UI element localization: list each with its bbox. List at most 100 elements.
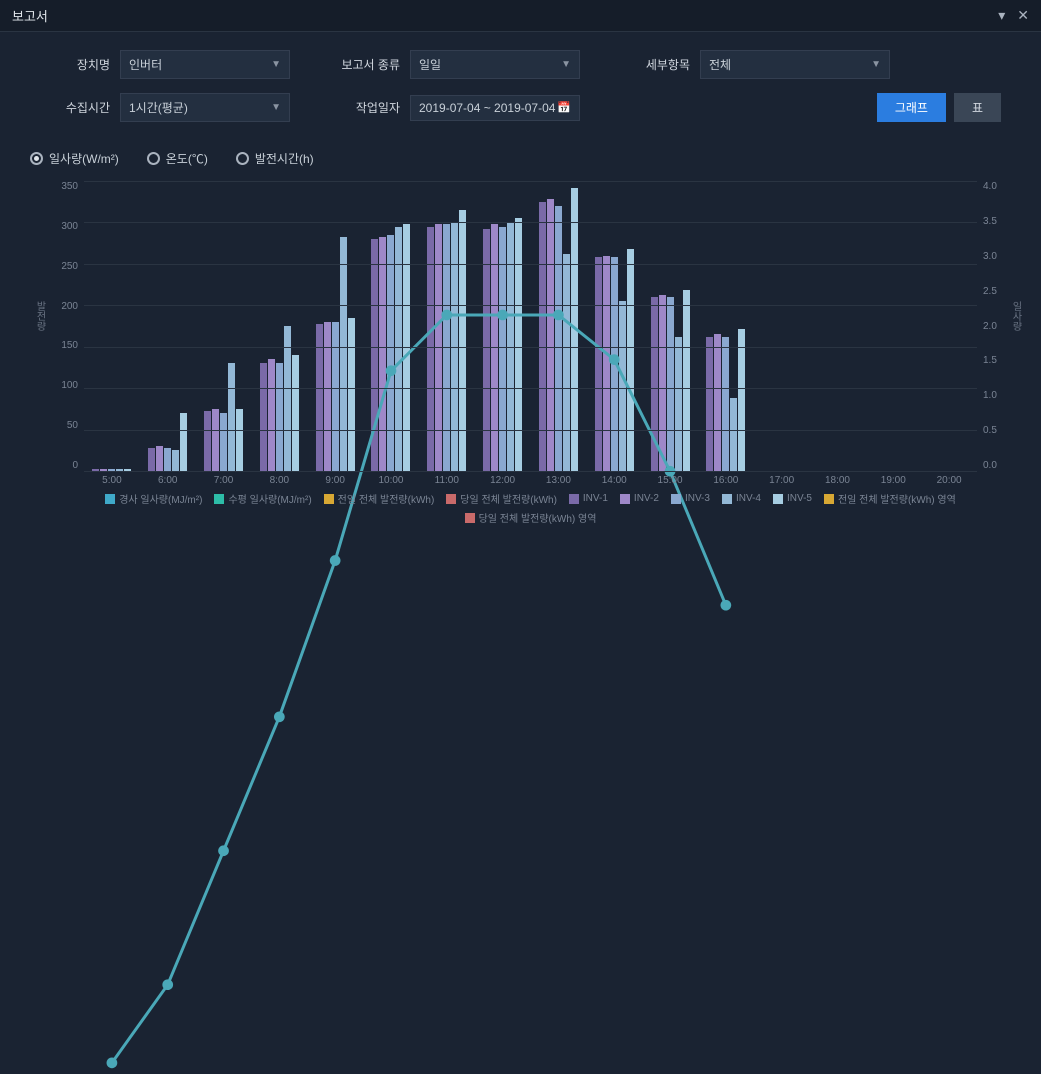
legend-swatch bbox=[671, 494, 681, 504]
report-type-select[interactable]: 일일 ▼ bbox=[410, 50, 580, 79]
hour-slot bbox=[196, 181, 252, 471]
legend-item[interactable]: 경사 일사량(MJ/m²) bbox=[105, 491, 202, 506]
report-type-select-value: 일일 bbox=[419, 56, 441, 73]
minimize-icon[interactable]: ▾ bbox=[998, 7, 1005, 24]
legend-label: INV-3 bbox=[685, 493, 710, 504]
x-tick: 7:00 bbox=[196, 475, 252, 491]
legend-label: INV-4 bbox=[736, 493, 761, 504]
legend-item[interactable]: 전일 전체 발전량(kWh) 영역 bbox=[824, 491, 956, 506]
x-tick: 11:00 bbox=[419, 475, 475, 491]
radio-option[interactable]: 온도(℃) bbox=[147, 150, 208, 167]
legend-swatch bbox=[214, 494, 224, 504]
device-select-value: 인버터 bbox=[129, 56, 162, 73]
radio-group: 일사량(W/m²) 온도(℃) 발전시간(h) bbox=[0, 146, 1041, 175]
workdate-value: 2019-07-04 ~ 2019-07-04 bbox=[419, 101, 555, 115]
bar bbox=[571, 188, 578, 471]
bar bbox=[379, 237, 386, 471]
device-select[interactable]: 인버터 ▼ bbox=[120, 50, 290, 79]
close-icon[interactable]: ✕ bbox=[1017, 7, 1029, 24]
detail-select[interactable]: 전체 ▼ bbox=[700, 50, 890, 79]
line-marker bbox=[218, 845, 229, 856]
x-tick: 20:00 bbox=[921, 475, 977, 491]
filter-report-type: 보고서 종류 일일 ▼ bbox=[330, 50, 580, 79]
x-tick: 10:00 bbox=[363, 475, 419, 491]
bar bbox=[387, 235, 394, 471]
x-tick: 19:00 bbox=[865, 475, 921, 491]
gridline bbox=[84, 181, 977, 182]
hour-slot bbox=[251, 181, 307, 471]
bar bbox=[228, 363, 235, 471]
y-right-tick: 0.5 bbox=[983, 425, 1007, 436]
legend-swatch bbox=[446, 494, 456, 504]
x-tick: 14:00 bbox=[586, 475, 642, 491]
bar bbox=[220, 413, 227, 471]
legend-item[interactable]: INV-1 bbox=[569, 491, 608, 506]
x-tick: 12:00 bbox=[475, 475, 531, 491]
x-tick: 15:00 bbox=[642, 475, 698, 491]
x-tick: 18:00 bbox=[810, 475, 866, 491]
gridline bbox=[84, 430, 977, 431]
bar bbox=[722, 337, 729, 471]
legend-label: INV-5 bbox=[787, 493, 812, 504]
bar bbox=[236, 409, 243, 471]
filter-interval-label: 수집시간 bbox=[40, 99, 110, 116]
radio-option[interactable]: 일사량(W/m²) bbox=[30, 150, 119, 167]
bar bbox=[659, 295, 666, 471]
bar bbox=[284, 326, 291, 471]
filter-device-label: 장치명 bbox=[40, 56, 110, 73]
legend-label: 당일 전체 발전량(kWh) bbox=[460, 491, 557, 506]
legend-item[interactable]: INV-3 bbox=[671, 491, 710, 506]
legend-label: 전일 전체 발전량(kWh) bbox=[338, 491, 435, 506]
hour-slot bbox=[754, 181, 810, 471]
bar bbox=[714, 334, 721, 471]
bar bbox=[268, 359, 275, 471]
legend-item[interactable]: INV-2 bbox=[620, 491, 659, 506]
bar bbox=[164, 448, 171, 471]
interval-select[interactable]: 1시간(평균) ▼ bbox=[120, 93, 290, 122]
radio-label: 일사량(W/m²) bbox=[49, 150, 119, 167]
bar bbox=[539, 202, 546, 471]
gridline bbox=[84, 388, 977, 389]
legend-item[interactable]: INV-5 bbox=[773, 491, 812, 506]
filter-report-type-label: 보고서 종류 bbox=[330, 56, 400, 73]
bar bbox=[148, 448, 155, 471]
interval-select-value: 1시간(평균) bbox=[129, 99, 188, 116]
legend-item[interactable]: 당일 전체 발전량(kWh) bbox=[446, 491, 557, 506]
y-right-tick: 1.0 bbox=[983, 390, 1007, 401]
legend-swatch bbox=[824, 494, 834, 504]
y-left-tick: 350 bbox=[54, 181, 78, 192]
line-marker bbox=[720, 600, 731, 611]
bar bbox=[675, 337, 682, 471]
titlebar: 보고서 ▾ ✕ bbox=[0, 0, 1041, 32]
filter-workdate-label: 작업일자 bbox=[330, 99, 400, 116]
graph-button[interactable]: 그래프 bbox=[877, 93, 946, 122]
hour-slot bbox=[419, 181, 475, 471]
hour-slot bbox=[307, 181, 363, 471]
radio-label: 온도(℃) bbox=[166, 150, 208, 167]
gridline bbox=[84, 347, 977, 348]
gridline bbox=[84, 471, 977, 472]
hour-slot bbox=[586, 181, 642, 471]
chevron-down-icon: ▼ bbox=[561, 59, 571, 70]
y-right-tick: 3.5 bbox=[983, 216, 1007, 227]
table-button[interactable]: 표 bbox=[954, 93, 1001, 122]
gridline bbox=[84, 264, 977, 265]
legend-item[interactable]: 당일 전체 발전량(kWh) 영역 bbox=[465, 510, 597, 525]
legend-item[interactable]: 전일 전체 발전량(kWh) bbox=[324, 491, 435, 506]
bar bbox=[371, 239, 378, 471]
workdate-field[interactable]: 2019-07-04 ~ 2019-07-04 📅 bbox=[410, 95, 580, 121]
legend-item[interactable]: INV-4 bbox=[722, 491, 761, 506]
y-left-tick: 150 bbox=[54, 340, 78, 351]
legend-swatch bbox=[569, 494, 579, 504]
legend-label: 전일 전체 발전량(kWh) 영역 bbox=[838, 491, 956, 506]
radio-option[interactable]: 발전시간(h) bbox=[236, 150, 314, 167]
filter-workdate: 작업일자 2019-07-04 ~ 2019-07-04 📅 bbox=[330, 95, 580, 121]
hour-slot bbox=[363, 181, 419, 471]
y-right-tick: 3.0 bbox=[983, 251, 1007, 262]
hour-slot bbox=[475, 181, 531, 471]
y-right-tick: 2.0 bbox=[983, 321, 1007, 332]
legend-item[interactable]: 수평 일사량(MJ/m²) bbox=[214, 491, 311, 506]
bar bbox=[683, 290, 690, 471]
hour-slot bbox=[698, 181, 754, 471]
y-right-label: 일사량 bbox=[1008, 301, 1023, 331]
